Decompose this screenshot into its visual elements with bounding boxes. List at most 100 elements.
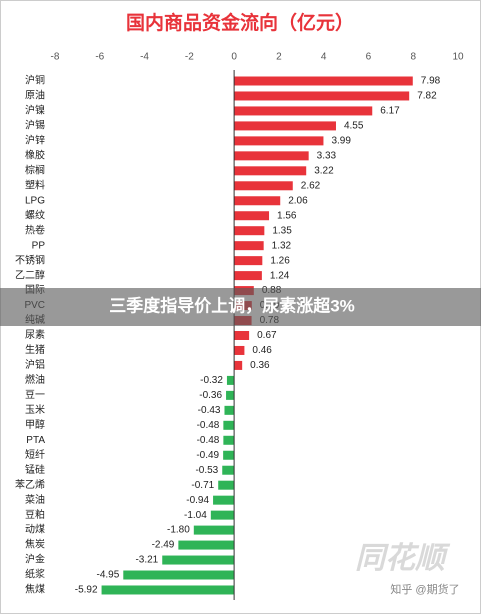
category-label: 沪金 xyxy=(25,553,45,566)
bar xyxy=(101,585,235,595)
category-label: 乙二醇 xyxy=(15,268,45,281)
x-tick-label: -8 xyxy=(51,52,60,63)
bar xyxy=(234,330,250,340)
x-tick-label: 2 xyxy=(276,52,282,63)
bar xyxy=(234,166,307,176)
category-label: 菜油 xyxy=(25,493,45,506)
value-label: -0.49 xyxy=(196,450,219,461)
value-label: 2.06 xyxy=(288,195,308,206)
category-label: 焦炭 xyxy=(25,538,45,551)
bar xyxy=(234,226,265,236)
value-label: 3.33 xyxy=(317,150,337,161)
category-label: 动煤 xyxy=(25,523,45,536)
bar xyxy=(234,151,309,161)
value-label: 6.17 xyxy=(380,106,400,117)
bar xyxy=(226,390,235,400)
bar xyxy=(226,375,235,385)
x-tick-label: -6 xyxy=(95,52,104,63)
bar xyxy=(234,271,262,281)
bar xyxy=(213,495,235,505)
bar xyxy=(224,405,235,415)
value-label: 3.22 xyxy=(314,165,334,176)
value-label: -0.48 xyxy=(197,435,220,446)
value-label: -0.36 xyxy=(199,390,222,401)
value-label: 0.46 xyxy=(252,345,272,356)
category-label: 锰硅 xyxy=(25,463,45,476)
category-label: 螺纹 xyxy=(25,208,45,221)
value-label: -5.92 xyxy=(75,585,98,596)
credit: 知乎 @期货了 xyxy=(390,582,459,596)
value-label: 1.35 xyxy=(272,225,292,236)
category-label: PTA xyxy=(26,435,45,446)
bar xyxy=(234,360,243,370)
bar xyxy=(234,241,264,251)
category-label: 纸浆 xyxy=(25,568,45,581)
category-label: 沪镍 xyxy=(25,104,45,117)
category-label: 短纤 xyxy=(25,448,45,461)
bar xyxy=(222,465,235,475)
bar xyxy=(234,256,263,266)
value-label: -3.21 xyxy=(135,555,158,566)
value-label: -0.43 xyxy=(198,405,221,416)
category-label: 焦煤 xyxy=(25,583,45,596)
bar xyxy=(234,121,336,131)
category-label: 豆一 xyxy=(25,389,45,401)
bar xyxy=(162,555,235,565)
value-label: -0.32 xyxy=(200,375,223,386)
bar xyxy=(234,196,281,206)
category-label: 原油 xyxy=(25,89,45,102)
bar xyxy=(123,570,235,580)
bar xyxy=(223,450,235,460)
x-tick-label: -2 xyxy=(185,52,194,63)
bar xyxy=(223,420,235,430)
x-tick-label: 6 xyxy=(366,52,372,63)
category-label: 热卷 xyxy=(25,223,45,236)
bar xyxy=(234,76,413,86)
value-label: 7.82 xyxy=(417,91,437,102)
category-label: 玉米 xyxy=(25,403,45,416)
value-label: 7.98 xyxy=(421,76,441,87)
bar xyxy=(210,510,235,520)
watermark: 同花顺 xyxy=(355,542,451,575)
bar xyxy=(234,91,410,101)
bar xyxy=(234,211,270,221)
category-label: PP xyxy=(32,240,46,251)
value-label: 1.24 xyxy=(270,270,290,281)
category-label: 生猪 xyxy=(25,343,45,356)
bar xyxy=(234,345,245,355)
x-tick-label: 10 xyxy=(452,52,464,63)
category-label: 沪铜 xyxy=(25,74,45,87)
category-label: 棕榈 xyxy=(25,163,45,176)
category-label: 苯乙烯 xyxy=(15,478,45,491)
category-label: LPG xyxy=(25,195,45,206)
category-label: 豆粕 xyxy=(25,508,45,521)
value-label: 1.56 xyxy=(277,210,297,221)
category-label: 橡胶 xyxy=(25,148,45,161)
value-label: -0.53 xyxy=(195,465,218,476)
value-label: 1.26 xyxy=(270,255,290,266)
bar xyxy=(234,106,373,116)
bar xyxy=(218,480,235,490)
category-label: 燃油 xyxy=(25,373,45,386)
value-label: 0.67 xyxy=(257,330,277,341)
category-label: 沪铝 xyxy=(25,358,45,371)
bar xyxy=(223,435,235,445)
bar xyxy=(193,525,235,535)
value-label: 2.62 xyxy=(301,180,321,191)
headline-banner xyxy=(0,288,481,326)
bar xyxy=(178,540,235,550)
value-label: 1.32 xyxy=(272,240,292,251)
value-label: -0.71 xyxy=(191,480,214,491)
headline: 三季度指导价上调，尿素涨超3% xyxy=(109,295,355,315)
x-tick-label: 0 xyxy=(231,52,237,63)
x-tick-label: 4 xyxy=(321,52,327,63)
chart-title: 国内商品资金流向（亿元） xyxy=(126,11,354,34)
category-label: 甲醇 xyxy=(25,418,45,431)
value-label: -0.94 xyxy=(186,495,209,506)
x-tick-label: 8 xyxy=(410,52,416,63)
bar xyxy=(234,181,293,191)
value-label: -2.49 xyxy=(152,540,175,551)
value-label: -1.04 xyxy=(184,510,207,521)
